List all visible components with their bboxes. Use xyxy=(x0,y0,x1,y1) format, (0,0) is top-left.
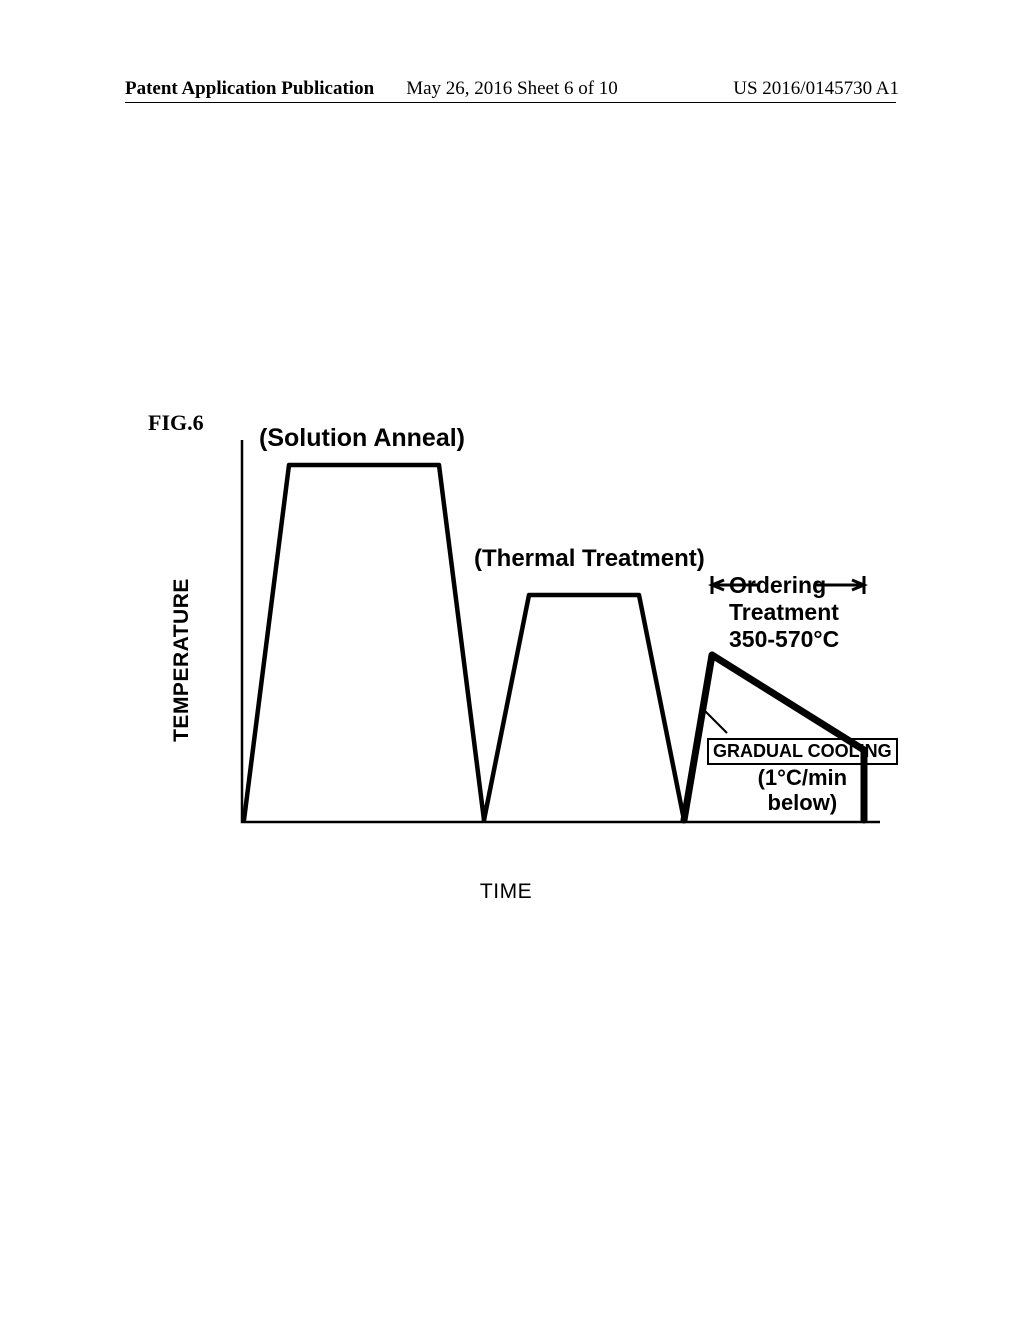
annotation-thermal-treatment: (Thermal Treatment) xyxy=(474,545,705,573)
annotation-ordering-line2: Treatment xyxy=(729,599,839,626)
page: Patent Application Publication May 26, 2… xyxy=(0,0,1024,1320)
plot-area: (Solution Anneal) (Thermal Treatment) Or… xyxy=(224,450,880,870)
header-right: US 2016/0145730 A1 xyxy=(733,78,899,100)
chart: TEMPERATURE TIME (Solution Anneal) (Ther… xyxy=(200,450,880,870)
annotation-cooling: GRADUAL COOLING (1°C/min below) xyxy=(707,738,898,815)
annotation-cooling-box: GRADUAL COOLING xyxy=(707,738,898,765)
annotation-cooling-line3: below) xyxy=(707,790,898,815)
page-header: Patent Application Publication May 26, 2… xyxy=(125,78,899,100)
curve-thermal-treatment xyxy=(484,595,684,820)
curve-solution-anneal xyxy=(244,465,484,820)
annotation-ordering-treatment: Ordering Treatment 350-570°C xyxy=(729,572,839,653)
annotation-cooling-line2: (1°C/min xyxy=(707,765,898,790)
figure-label: FIG.6 xyxy=(148,410,204,436)
header-left: Patent Application Publication xyxy=(125,78,374,100)
annotation-ordering-line1: Ordering xyxy=(729,572,839,599)
header-rule xyxy=(125,102,896,103)
annotation-solution-anneal: (Solution Anneal) xyxy=(259,424,465,453)
annotation-ordering-line3: 350-570°C xyxy=(729,626,839,653)
cooling-callout-line xyxy=(704,710,727,733)
header-mid: May 26, 2016 Sheet 6 of 10 xyxy=(406,78,618,100)
y-axis-label: TEMPERATURE xyxy=(170,578,194,742)
x-axis-label: TIME xyxy=(480,880,532,904)
